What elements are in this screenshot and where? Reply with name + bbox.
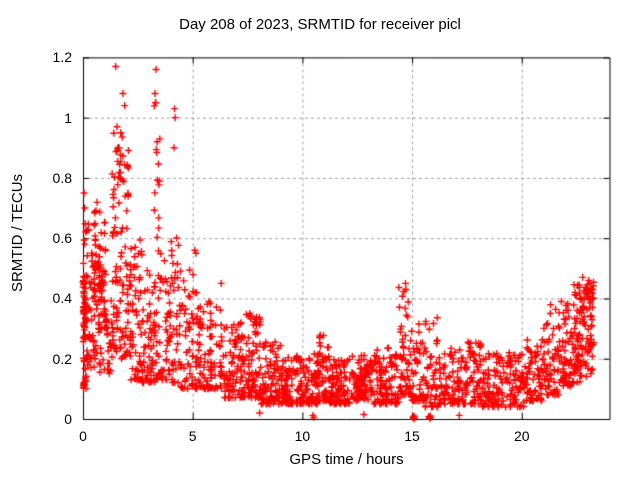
y-tick-label: 1 [64, 109, 72, 126]
x-tick-label: 15 [404, 428, 420, 444]
y-tick-label: 0.4 [52, 290, 72, 307]
x-axis-label: GPS time / hours [289, 451, 404, 468]
x-tick-label: 20 [513, 428, 530, 444]
y-tick-label: 1.2 [52, 49, 72, 66]
x-tick-label: 10 [294, 428, 311, 444]
x-tick-label: 5 [188, 428, 197, 444]
x-tick-label: 0 [79, 428, 87, 444]
y-tick-label: 0.6 [52, 230, 72, 247]
y-tick-label: 0.2 [52, 350, 72, 367]
y-tick-label: 0.8 [52, 169, 72, 186]
y-tick-label: 0 [64, 411, 72, 427]
chart-title: Day 208 of 2023, SRMTID for receiver pic… [179, 16, 461, 33]
